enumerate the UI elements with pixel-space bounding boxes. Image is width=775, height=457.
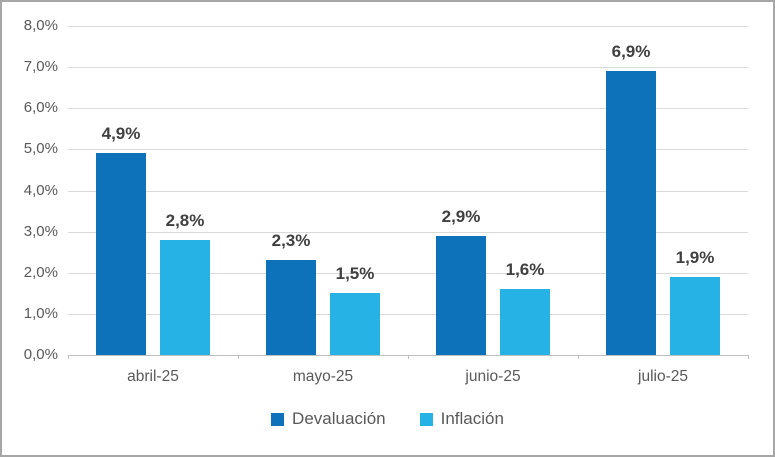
- category-label: abril-25: [127, 368, 179, 385]
- y-tick-label: 1,0%: [23, 305, 58, 322]
- x-axis-tick: [68, 355, 69, 359]
- bar-devaluacion: [266, 260, 316, 355]
- legend-label: Devaluación: [292, 409, 386, 428]
- y-tick-label: 5,0%: [23, 140, 58, 157]
- x-axis-tick: [408, 355, 409, 359]
- bar-value-label: 6,9%: [611, 42, 651, 61]
- bar-value-label: 1,9%: [675, 248, 715, 267]
- x-axis-tick: [238, 355, 239, 359]
- legend-swatch-icon: [271, 412, 285, 426]
- gridline: [68, 232, 748, 233]
- category-label: junio-25: [465, 368, 521, 385]
- y-tick-label: 2,0%: [23, 264, 58, 281]
- bar-inflacion: [500, 289, 550, 355]
- y-tick-label: 6,0%: [23, 99, 58, 116]
- y-tick-label: 7,0%: [23, 58, 58, 75]
- category-label: julio-25: [638, 368, 688, 385]
- bar-inflacion: [160, 240, 210, 355]
- gridline: [68, 273, 748, 274]
- gridline: [68, 67, 748, 68]
- legend-label: Inflación: [440, 409, 504, 428]
- gridline: [68, 149, 748, 150]
- x-axis-tick: [578, 355, 579, 359]
- gridline: [68, 108, 748, 109]
- bar-value-label: 2,9%: [441, 207, 481, 226]
- y-tick-label: 8,0%: [23, 17, 58, 34]
- legend-swatch-icon: [419, 412, 433, 426]
- legend-item-devaluacion: Devaluación: [271, 409, 386, 429]
- y-tick-label: 3,0%: [23, 223, 58, 240]
- bar-devaluacion: [436, 236, 486, 355]
- category-label: mayo-25: [292, 368, 354, 385]
- y-tick-label: 0,0%: [23, 346, 58, 363]
- x-axis-tick: [748, 355, 749, 359]
- bar-inflacion: [330, 293, 380, 355]
- bar-value-label: 4,9%: [101, 124, 141, 143]
- gridline: [68, 191, 748, 192]
- bar-devaluacion: [96, 153, 146, 355]
- bar-inflacion: [670, 277, 720, 355]
- bar-value-label: 2,3%: [271, 231, 311, 250]
- bar-value-label: 2,8%: [165, 211, 205, 230]
- y-tick-label: 4,0%: [23, 182, 58, 199]
- legend-item-inflacion: Inflación: [419, 409, 504, 429]
- gridline: [68, 314, 748, 315]
- gridline: [68, 26, 748, 27]
- legend: Devaluación Inflación: [2, 409, 773, 429]
- bar-value-label: 1,5%: [335, 264, 375, 283]
- bar-devaluacion: [606, 71, 656, 355]
- bar-value-label: 1,6%: [505, 260, 545, 279]
